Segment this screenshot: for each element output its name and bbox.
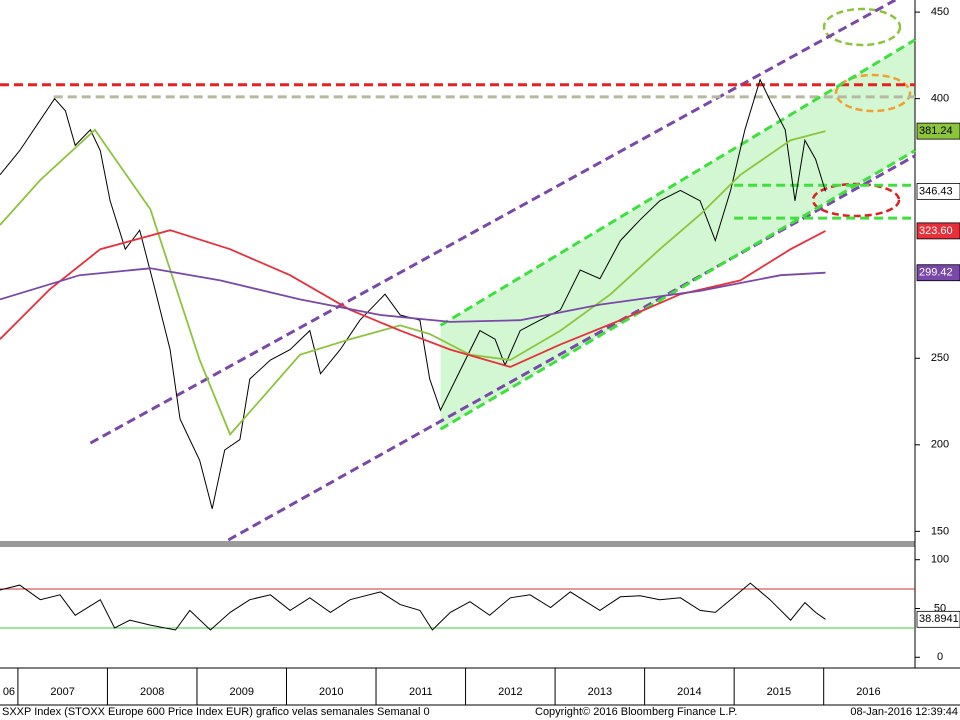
series-line — [0, 582, 826, 631]
x-tick-label: 2012 — [498, 686, 522, 698]
x-tick-label: 2015 — [767, 686, 791, 698]
x-tick-label: 2009 — [229, 686, 253, 698]
trend-line — [439, 149, 916, 431]
series-line — [0, 128, 826, 437]
y-tick-label: 450 — [931, 6, 949, 18]
x-tick-label: 2008 — [140, 686, 164, 698]
last-value-label: 299.42 — [919, 267, 953, 279]
x-tick-label: 2010 — [319, 686, 343, 698]
last-value-label: 381.24 — [919, 125, 953, 137]
footer-right: 08-Jan-2016 12:39:44 — [850, 706, 958, 718]
panel-separator — [0, 541, 915, 547]
last-value-box — [916, 222, 960, 240]
x-tick-label: 06 — [3, 686, 15, 698]
x-tick-label: 2011 — [409, 686, 433, 698]
last-value-box — [916, 182, 960, 200]
y-tick-label: 250 — [931, 352, 949, 364]
trend-line — [439, 38, 916, 327]
y-tick-label: 400 — [931, 93, 949, 105]
last-value-box — [916, 264, 960, 282]
last-value-label: 38.8941 — [919, 613, 959, 625]
x-tick-label: 2016 — [856, 686, 880, 698]
x-tick-label: 2013 — [588, 686, 612, 698]
last-value-box — [916, 610, 960, 628]
x-tick-label: 2007 — [50, 686, 74, 698]
last-value-label: 323.60 — [919, 225, 953, 237]
trend-line — [227, 154, 916, 542]
footer-left: SXXP Index (STOXX Europe 600 Price Index… — [2, 706, 430, 718]
annotation-ellipse — [822, 7, 902, 47]
last-value-label: 346.43 — [919, 185, 953, 197]
y-tick-label: 200 — [931, 439, 949, 451]
y-tick-label: 150 — [931, 525, 949, 537]
series-line — [0, 229, 826, 368]
series-line — [0, 78, 826, 509]
y-tick-label: 0 — [937, 651, 943, 663]
last-value-box — [916, 122, 960, 140]
y-tick-label: 100 — [931, 554, 949, 566]
x-tick-label: 2014 — [677, 686, 701, 698]
annotation-ellipse — [834, 73, 912, 113]
footer-center: Copyright© 2016 Bloomberg Finance L.P. — [535, 706, 737, 718]
series-line — [0, 267, 826, 323]
